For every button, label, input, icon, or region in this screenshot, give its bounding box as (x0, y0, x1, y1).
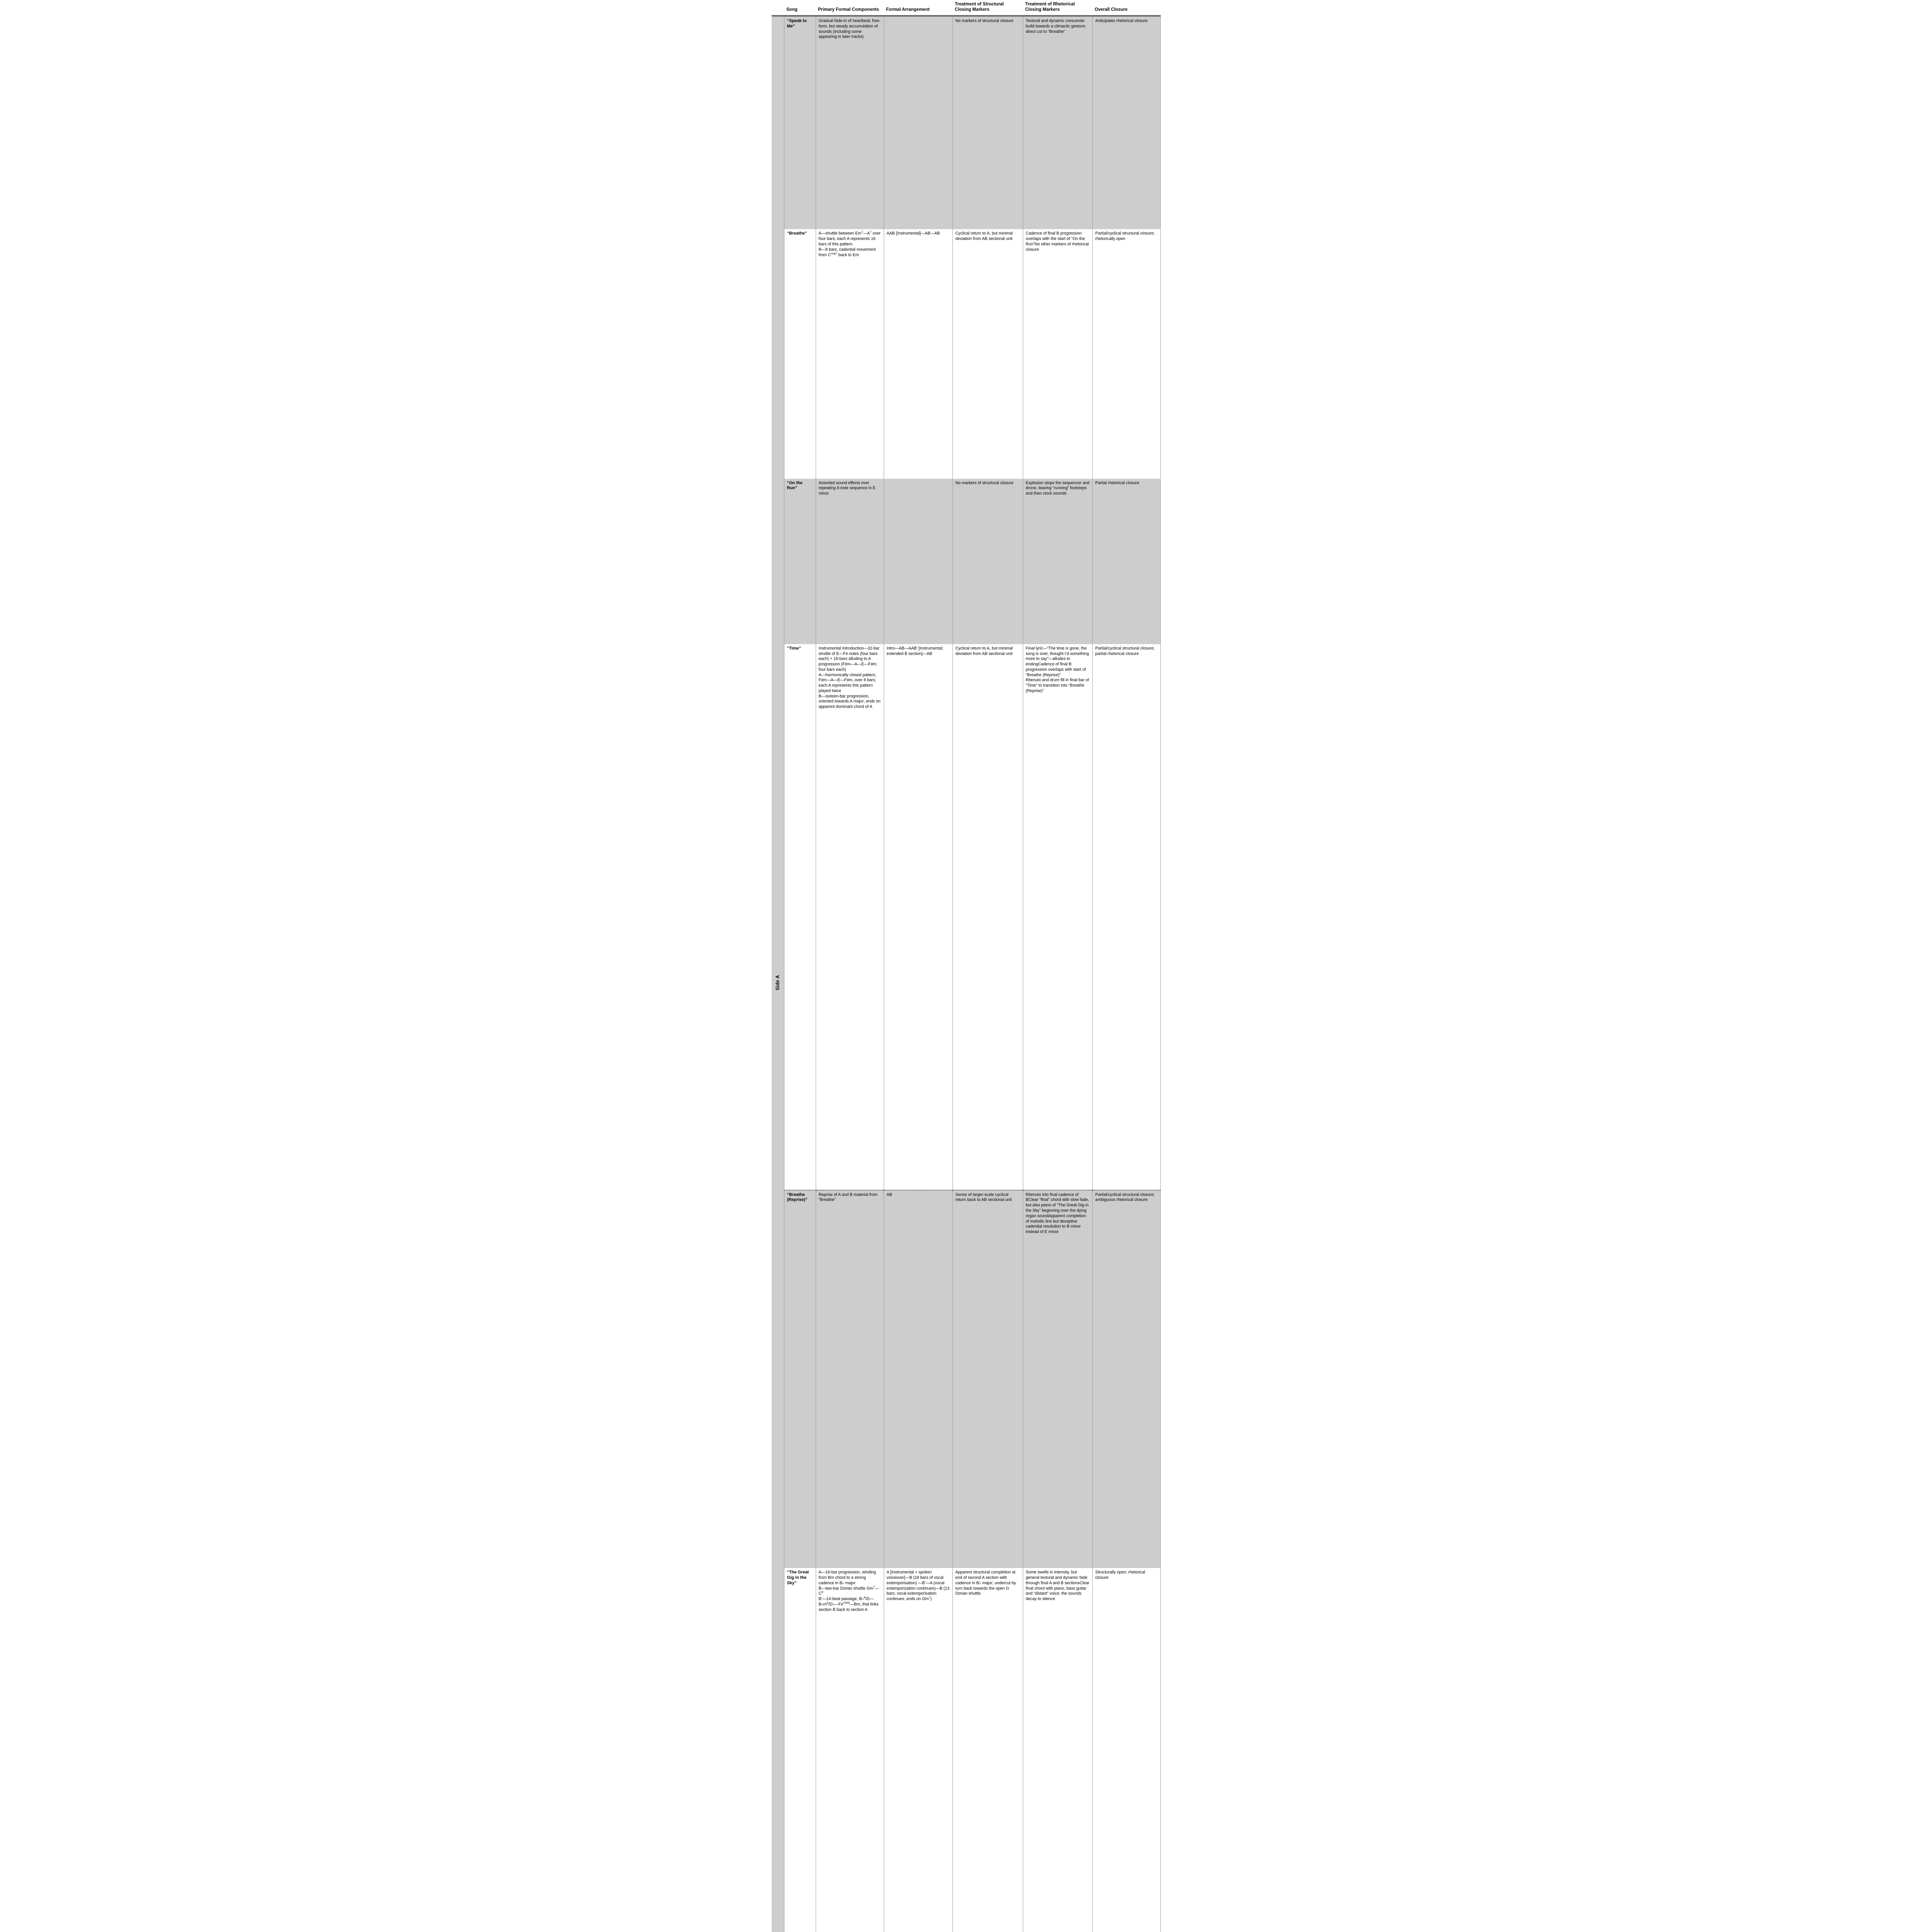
col-header-side (772, 0, 784, 16)
cell-rhetorical-closing-markers: Some swells in intensity, but general te… (1022, 1568, 1093, 1932)
cell-song: “The Great Gig in the Sky” (784, 1568, 816, 1932)
col-header-overall: Overall Closure (1092, 0, 1160, 16)
col-header-primary: Primary Formal Components (816, 0, 884, 16)
table-row: “Breathe” A—shuttle between Em7—A7 over f… (772, 229, 1161, 479)
cell-rhetorical-closing-markers: Textural and dynamic crescendo build tow… (1022, 15, 1093, 230)
table-body: Side A “Speak to Me” Gradual fade-in of he… (772, 15, 1161, 1932)
cell-structural-closing-markers: Apparent structural completion at end of… (952, 1568, 1023, 1932)
cell-primary-formal-components: Instrumental Introduction—32-bar shuttle… (815, 644, 884, 1190)
cell-structural-closing-markers: No markers of structural closure (952, 478, 1023, 644)
cell-overall-closure: Partial/cyclical structural closure; par… (1092, 644, 1161, 1190)
cell-primary-formal-components: Assorted sound effects over repeating 8-… (815, 478, 884, 644)
cell-song: “Time” (784, 644, 816, 1190)
cell-song: “Speak to Me” (784, 15, 816, 230)
table-header: Song Primary Formal Components Formal Ar… (772, 0, 1160, 16)
cell-structural-closing-markers: Cyclical return to A, but minimal deviat… (952, 229, 1023, 479)
col-header-structural: Treatment of Structural Closing Markers (952, 0, 1023, 16)
cell-structural-closing-markers: Sense of larger-scale cyclical return ba… (952, 1189, 1023, 1568)
table-row: “The Great Gig in the Sky” A—16-bar progr… (772, 1568, 1161, 1932)
cell-primary-formal-components: Reprise of A and B material from “Breath… (815, 1189, 884, 1568)
cell-formal-arrangement: Intro—AB—AAB’ [Instrumental; extended B … (883, 644, 953, 1190)
cell-primary-formal-components: A—16-bar progression, winding from Bm ch… (815, 1568, 884, 1932)
cell-overall-closure: Partial rhetorical closure (1092, 478, 1161, 644)
cell-formal-arrangement (883, 478, 953, 644)
cell-song: “On the Run” (784, 478, 816, 644)
cell-song: “Breathe (Reprise)” (784, 1189, 816, 1568)
cell-primary-formal-components: Gradual fade-in of heartbeat; free-form,… (815, 15, 884, 230)
cell-rhetorical-closing-markers: Final lyric—“The time is gone, the song … (1022, 644, 1093, 1190)
side-label-text: Side A (775, 975, 781, 990)
table-row: “Breathe (Reprise)” Reprise of A and B ma… (772, 1189, 1161, 1568)
cell-rhetorical-closing-markers: Ritenuto into final cadence of BClear “f… (1022, 1189, 1093, 1568)
cell-song: “Breathe” (784, 229, 816, 479)
table-row: “Time” Instrumental Introduction—32-bar s… (772, 644, 1161, 1190)
side-label-side-a: Side A (772, 15, 784, 1932)
table-row: “On the Run” Assorted sound effects over … (772, 478, 1161, 644)
cell-formal-arrangement: AAB [Instrumental]—AB—AB (883, 229, 953, 479)
cell-formal-arrangement (883, 15, 953, 230)
table-sheet: Song Primary Formal Components Formal Ar… (772, 0, 1161, 1932)
col-header-song: Song (784, 0, 816, 16)
closure-analysis-table: Song Primary Formal Components Formal Ar… (772, 0, 1161, 1932)
cell-formal-arrangement: A [Instrumental + spoken voiceover]—B (1… (883, 1568, 953, 1932)
cell-rhetorical-closing-markers: Explosion stops the sequencer and drone,… (1022, 478, 1093, 644)
cell-overall-closure: Anticipates rhetorical closure (1092, 15, 1161, 230)
table-row: Side A “Speak to Me” Gradual fade-in of he… (772, 15, 1161, 1932)
cell-overall-closure: Structurally open; rhetorical closure (1092, 1568, 1161, 1932)
cell-overall-closure: Partial/cyclical structural closure; rhe… (1092, 229, 1161, 479)
col-header-rhetorical: Treatment of Rhetorical Closing Markers (1023, 0, 1092, 16)
col-header-arrangement: Formal Arrangement (884, 0, 952, 16)
cell-structural-closing-markers: Cyclical return to A, but minimal deviat… (952, 644, 1023, 1190)
cell-formal-arrangement: AB (883, 1189, 953, 1568)
cell-rhetorical-closing-markers: Cadence of final B progression overlaps … (1022, 229, 1093, 479)
cell-structural-closing-markers: No markers of structural closure (952, 15, 1023, 230)
cell-overall-closure: Partial/cyclical structural closure; amb… (1092, 1189, 1161, 1568)
cell-primary-formal-components: A—shuttle between Em7—A7 over four bars;… (815, 229, 884, 479)
